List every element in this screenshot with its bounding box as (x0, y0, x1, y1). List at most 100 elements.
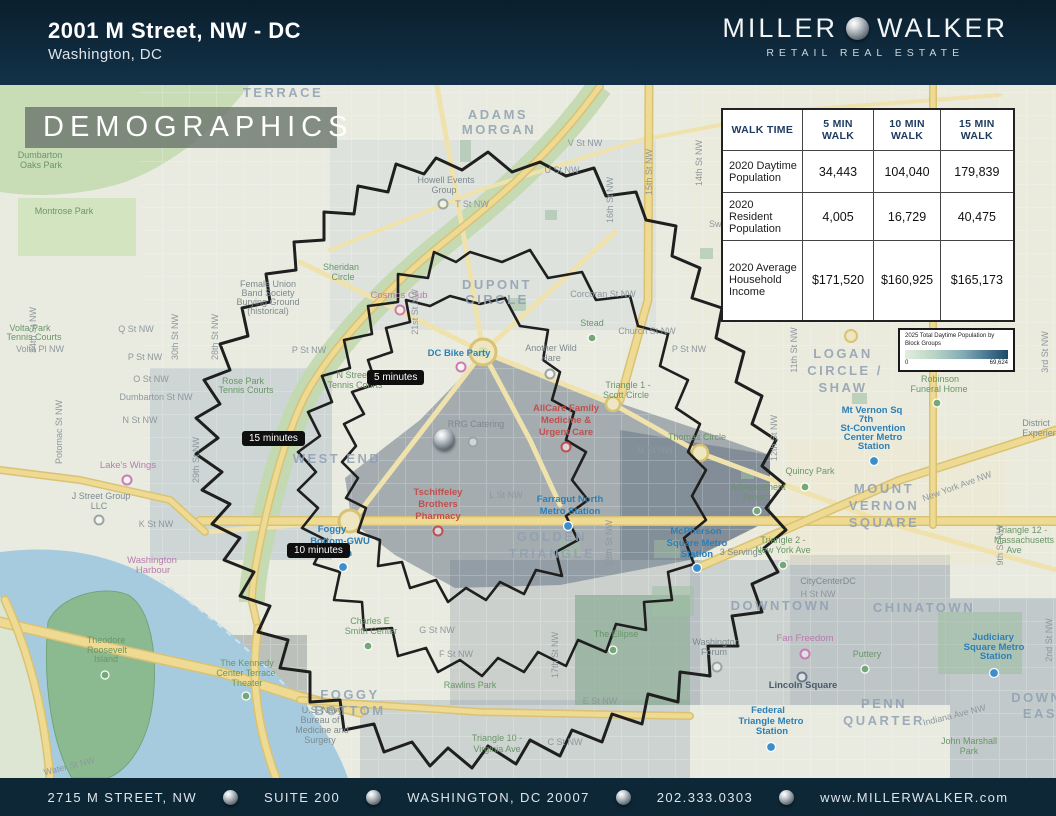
footer: 2715 M STREET, NW SUITE 200 WASHINGTON, … (0, 778, 1056, 816)
map-label: Sheridan (323, 262, 359, 272)
park-area (700, 248, 713, 259)
map-label: P St NW (292, 345, 327, 355)
map-label: SQUARE (849, 515, 920, 530)
map-label: Center Terrace (216, 668, 275, 678)
thomas-circle-roundabout (690, 443, 710, 463)
map-label: DUPONT (462, 277, 532, 292)
map-label: Judiciary (972, 632, 1014, 643)
poi-pin-green-icon (100, 670, 110, 680)
map-label: P St NW (672, 344, 707, 354)
map-label: MOUNT (854, 481, 914, 496)
table-cell: $165,173 (939, 240, 1015, 321)
map-label: U St NW (545, 165, 581, 175)
legend-title: 2025 Total Daytime Population by Block G… (905, 333, 995, 347)
map-label: Center Metro (844, 432, 903, 443)
canal-road (0, 467, 208, 535)
map-label: Howell Events (417, 175, 475, 185)
map-label: AllCare Family (533, 403, 600, 414)
map-label: Bottom-GWU (310, 536, 370, 547)
map-label: Urgent Care (539, 427, 593, 438)
poi-ring-gray-icon (711, 661, 723, 673)
table-cell: 40,475 (939, 192, 1015, 241)
map-label: Tschiffeley (414, 487, 464, 498)
dupont-circle-park (478, 347, 488, 357)
map-label: Island (94, 654, 118, 664)
footer-website[interactable]: www.MILLERWALKER.com (820, 789, 1009, 805)
map-label: 3 Servings (720, 547, 763, 557)
page-title: 2001 M Street, NW - DC (48, 18, 302, 43)
map-label: 21st St NW (410, 289, 420, 335)
map-label: Square Metro (964, 642, 1025, 653)
park-area (654, 540, 680, 558)
map-label: Fan Freedom (776, 633, 833, 644)
map-label: Theater (231, 678, 262, 688)
map-label: Farragut North (537, 494, 604, 505)
gw-parkway (2, 597, 53, 778)
potomac-fwy (251, 625, 279, 778)
table-cell: 34,443 (801, 150, 875, 193)
map-label: TERRACE (243, 85, 323, 100)
map-label: Triangle 12 - (997, 525, 1047, 535)
table-row: 2020 Resident Population 4,005 16,729 40… (721, 192, 1015, 241)
map-label: Triangle 10 - (472, 733, 522, 743)
park-area (560, 540, 580, 556)
demographics-table: WALK TIME 5 MIN WALK 10 MIN WALK 15 MIN … (721, 108, 1015, 322)
legend-min-value: 0 (905, 360, 909, 366)
col-header-walk-time: WALK TIME (721, 108, 803, 151)
map-label: Triangle Metro (739, 716, 804, 727)
map-label: Lincoln Square (769, 680, 838, 691)
header: 2001 M Street, NW - DC Washington, DC MI… (0, 0, 1056, 85)
map-label: Potomac St NW (54, 399, 64, 464)
section-title: DEMOGRAPHICS (43, 111, 354, 143)
logo-tagline: RETAIL REAL ESTATE (766, 47, 965, 59)
poi-ring-pink-icon (394, 304, 406, 316)
map-label: VERNON (849, 498, 920, 513)
park-area (545, 210, 557, 220)
walk-time-label-10min: 10 minutes (287, 543, 350, 558)
map-label: DC Bike Party (428, 348, 492, 359)
legend-gradient-bar (905, 350, 1008, 359)
poi-pin-green-icon (752, 506, 762, 516)
map-label: 17th St NW (550, 631, 560, 678)
map-label: Washington (692, 637, 739, 647)
section-title-banner: DEMOGRAPHICS (25, 107, 347, 148)
map-label: Dumbarton St NW (119, 392, 193, 402)
park-area (18, 198, 136, 256)
walk-time-label-5min: 5 minutes (367, 370, 425, 385)
map-label: Federal (751, 705, 785, 716)
map-label: TRIANGLE (509, 546, 595, 561)
poi-metro-icon (562, 520, 574, 532)
map-label: Stead (580, 318, 604, 328)
map-label: PENN (861, 696, 907, 711)
map-label: SHAW (819, 380, 868, 395)
map-label: Massachusetts (994, 535, 1055, 545)
map-label: V St NW (568, 138, 603, 148)
map-label: P St NW (128, 352, 163, 362)
sphere-bullet-icon (779, 789, 795, 805)
map-label: Roosevelt (87, 645, 128, 655)
row-label: 2020 Daytime Population (721, 150, 803, 193)
map-label: Funeral Home (910, 384, 967, 394)
map[interactable]: TERRACE ADAMS MORGAN DUPONT CIRCLE LOGAN CIRCL… (0, 85, 1056, 778)
map-label: 16th St NW (605, 176, 615, 223)
col-header-5min: 5 MIN WALK (801, 108, 875, 151)
map-legend: 2025 Total Daytime Population by Block G… (898, 328, 1015, 372)
table-row: 2020 Average Household Income $171,520 $… (721, 240, 1015, 321)
map-label: Washington (127, 555, 177, 566)
park-area (938, 612, 1022, 674)
florida-ave (328, 93, 1002, 252)
park-area (510, 298, 526, 311)
map-label: CIRCLE / (807, 363, 883, 378)
map-label: EAS (1023, 706, 1056, 721)
map-label: Foggy (318, 524, 347, 535)
map-label: 11th St NW (789, 327, 799, 373)
poi-metro-icon (868, 455, 880, 467)
isochrone-10min (296, 248, 708, 678)
poi-metro-icon (988, 667, 1000, 679)
map-label: Advancement (730, 482, 786, 492)
table-cell: $160,925 (873, 240, 941, 321)
map-label: 15th St NW (644, 148, 654, 195)
map-label: Volta Pl NW (16, 344, 65, 354)
map-label: N St NW (123, 415, 159, 425)
